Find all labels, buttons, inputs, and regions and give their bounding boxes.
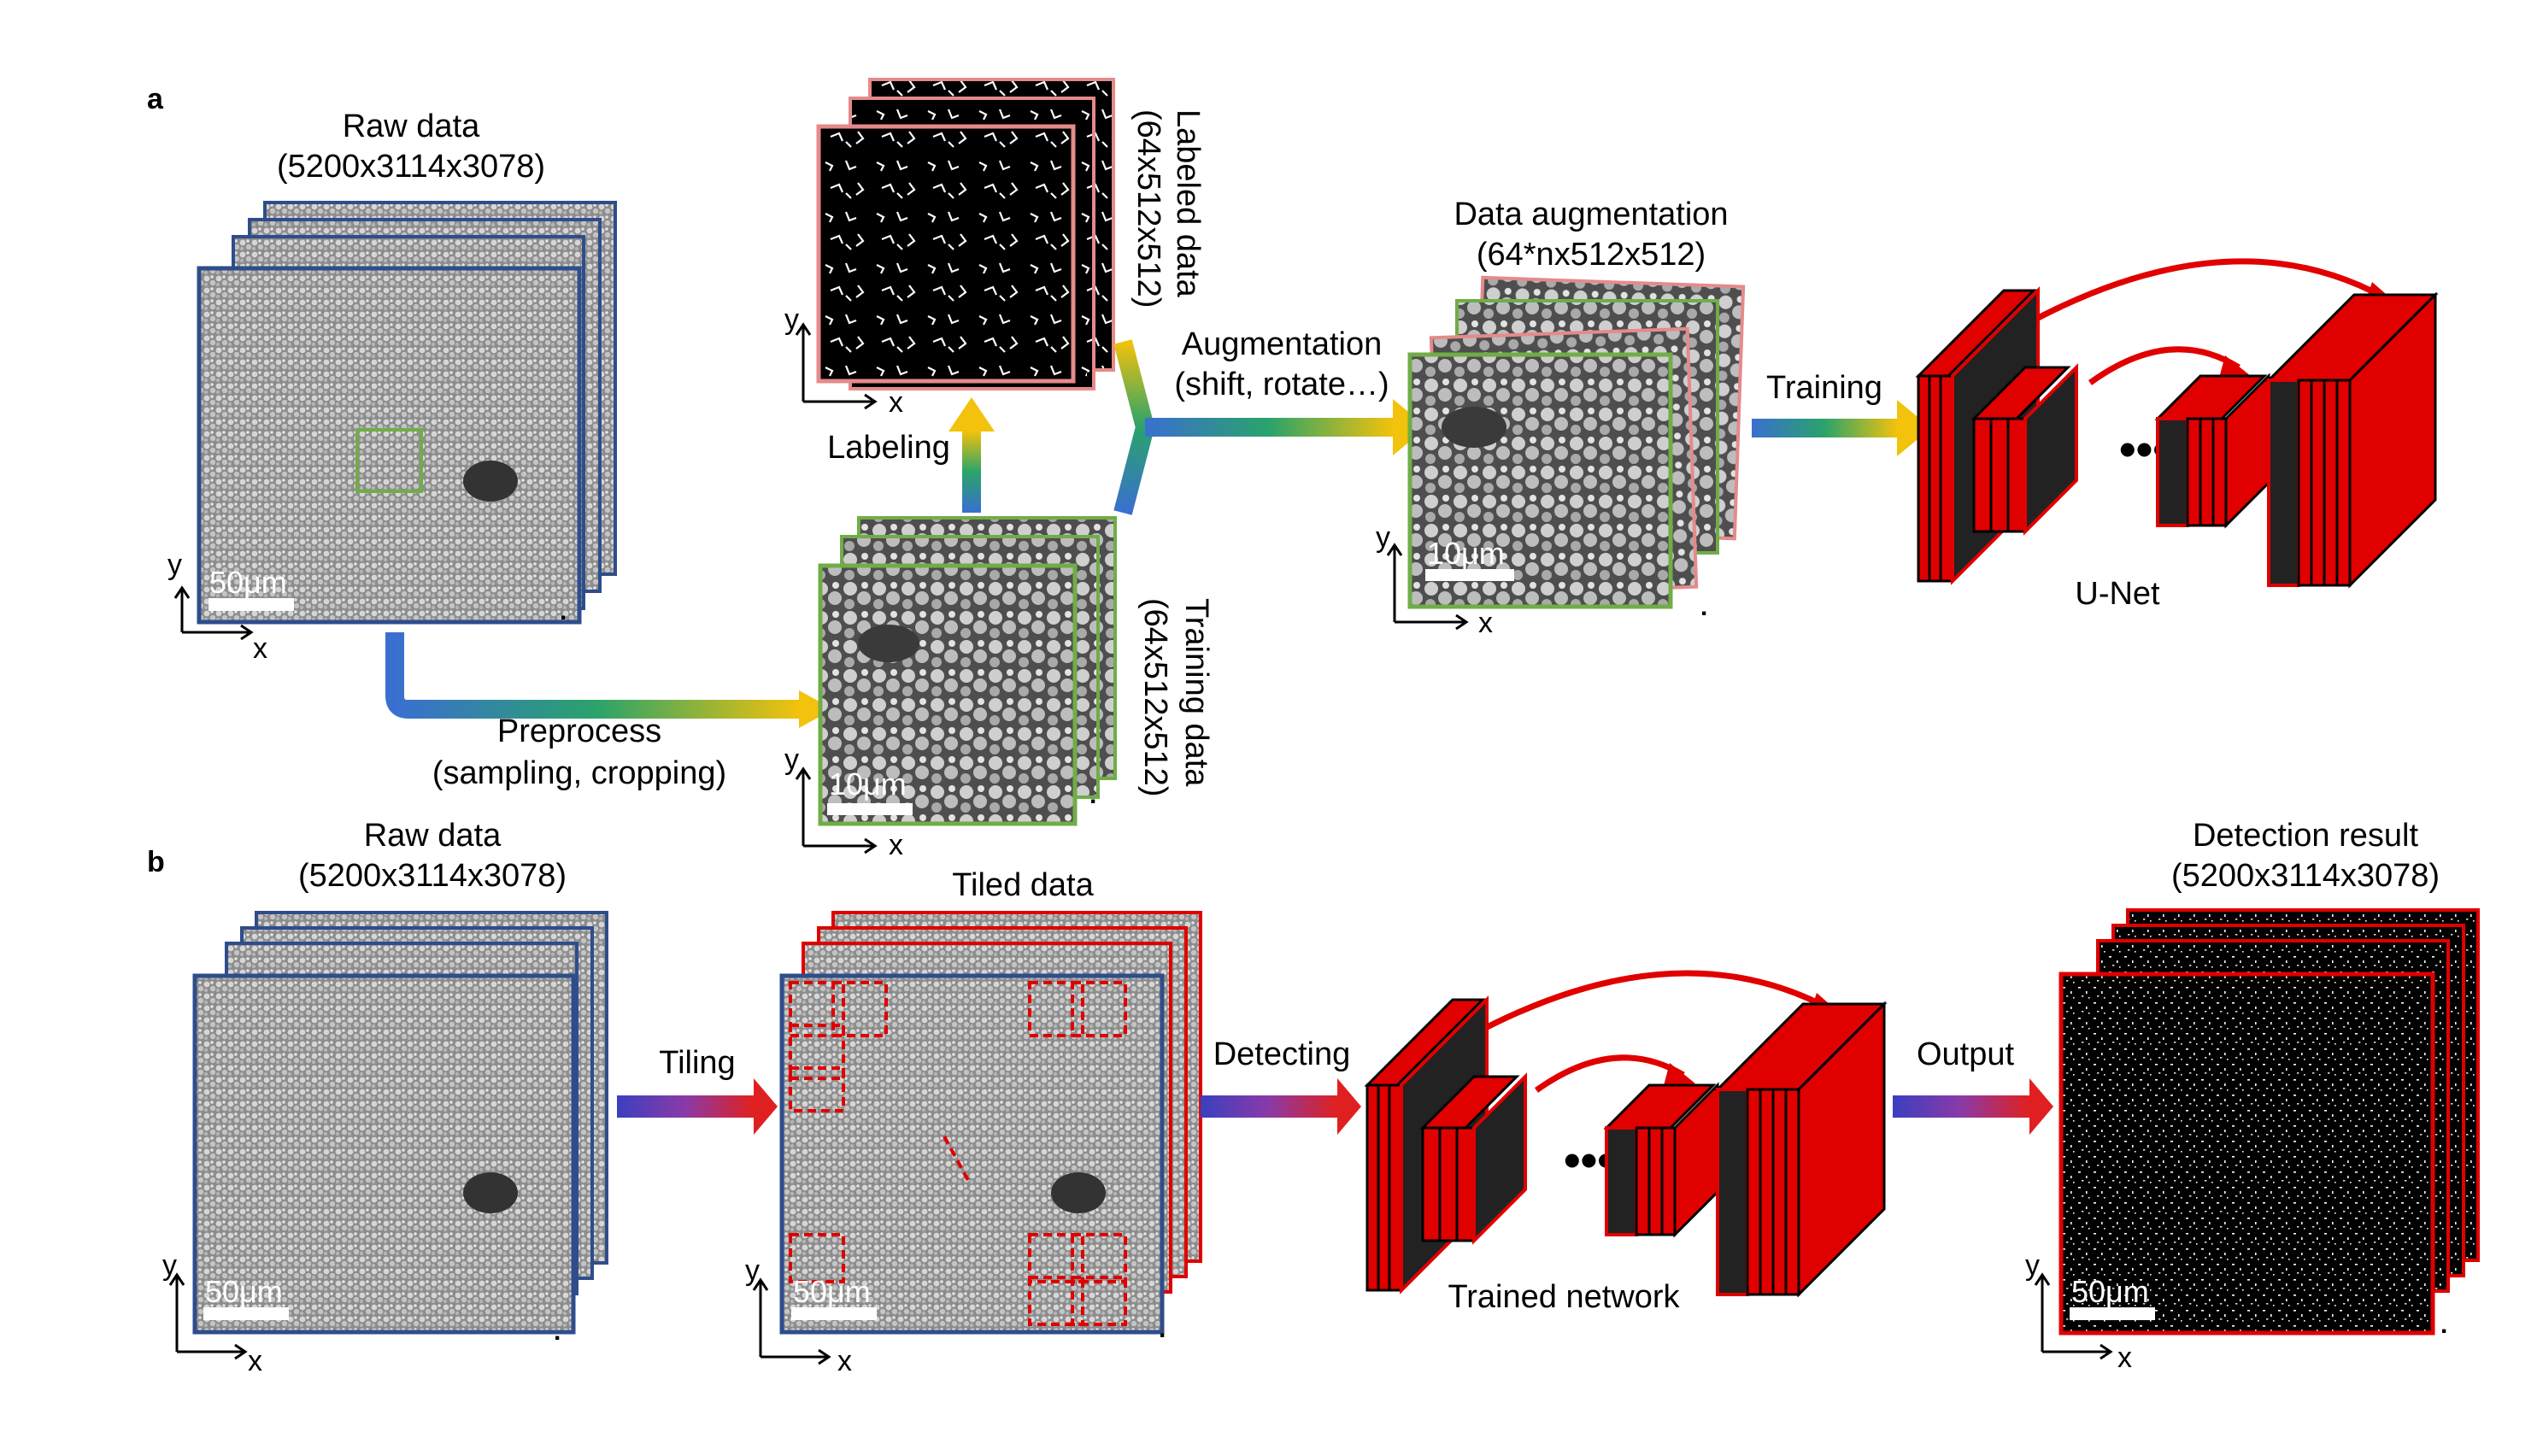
svg-text:y: y [162,1249,177,1282]
svg-text:x: x [248,1345,262,1377]
axes-tiled: y x [745,1254,852,1377]
unet-diagram-a: ••• [1915,258,2439,589]
svg-text:.: . [554,1318,561,1346]
labeled-data-stack: . [816,78,1115,390]
scale-bar-a-raw: 50μm [209,565,287,600]
training-data-dims: (64x512x512) [1137,598,1173,796]
tiling-label: Tiling [659,1045,735,1081]
raw-data-title-b: Raw data [364,818,502,854]
detecting-label: Detecting [1213,1036,1351,1072]
axes-augmented: y x [1376,521,1493,639]
preprocess-arrow [385,632,799,719]
unet-label: U-Net [2075,576,2160,612]
raw-data-title-a: Raw data [343,109,480,144]
axes-b-raw: y x [162,1249,262,1377]
training-arrow [1752,419,1897,437]
trained-network-label: Trained network [1448,1279,1680,1315]
panel-a-letter: a [147,83,164,115]
svg-text:.: . [1159,1315,1166,1343]
output-arrow [1893,1095,2029,1118]
svg-text:y: y [1376,521,1390,554]
scale-bar-tiled: 50μm [793,1274,871,1309]
detection-result-dims: (5200x3114x3078) [2171,858,2440,894]
axes-result: y x [2025,1249,2132,1374]
tiling-arrow [617,1095,754,1118]
svg-text:x: x [889,829,903,861]
svg-text:x: x [253,632,267,665]
augmentation-label: Augmentation [1182,326,1383,362]
raw-data-stack-a: 50μm . [197,201,617,625]
augmentation-arrow [1113,339,1427,515]
training-label: Training [1766,370,1882,406]
detection-result-title: Detection result [2193,818,2418,854]
augmentation-detail-label: (shift, rotate…) [1174,367,1389,402]
preprocess-label: Preprocess [497,713,661,749]
augmentation-stack-title: Data augmentation [1454,197,1728,232]
scale-bar-training: 10μm [829,766,907,801]
svg-text:x: x [889,386,903,419]
labeled-data-dims: (64x512x512) [1131,109,1166,308]
detection-result-stack: 50μm . [2058,908,2480,1339]
training-data-title: Training data [1178,598,1214,787]
svg-text:.: . [1085,354,1092,382]
svg-text:y: y [784,743,799,776]
svg-text:x: x [837,1345,852,1377]
scale-bar-augmented: 10μm [1427,536,1505,571]
tiled-data-stack: 50μm . [779,911,1202,1343]
unet-diagram-b: ••• [1364,970,1888,1298]
labeling-label: Labeling [827,430,950,466]
scale-bar-b-raw: 50μm [205,1274,283,1309]
labeling-arrow [962,432,981,513]
crop-region-box [355,428,423,493]
axes-a-raw: y x [167,549,267,665]
svg-text:.: . [2440,1311,2447,1339]
scale-bar-result: 50μm [2071,1274,2149,1309]
labeled-data-title: Labeled data [1170,109,1206,298]
raw-data-dims-b: (5200x3114x3078) [298,858,567,894]
svg-text:y: y [784,303,799,336]
stack-dots: . [560,597,567,625]
svg-text:.: . [1089,781,1096,809]
svg-text:x: x [1478,607,1493,639]
augmented-data-stack: 10μm . [1407,275,1746,621]
raw-data-stack-b: 50μm . [192,911,608,1346]
svg-text:y: y [2025,1249,2040,1282]
axes-training: y x [784,743,903,861]
raw-data-dims-a: (5200x3114x3078) [277,149,545,185]
svg-text:y: y [167,549,182,581]
panel-b-letter: b [147,846,165,878]
svg-text:y: y [745,1254,760,1287]
axes-labeled: y x [784,303,903,419]
training-data-stack: 10μm . [818,516,1117,826]
output-label: Output [1917,1036,2015,1072]
augmentation-stack-dims: (64*nx512x512) [1477,237,1706,273]
detecting-arrow [1201,1095,1337,1118]
svg-text:x: x [2117,1342,2132,1374]
preprocess-detail-label: (sampling, cropping) [432,755,726,791]
tiled-data-title: Tiled data [952,867,1094,903]
svg-text:.: . [1700,593,1707,621]
